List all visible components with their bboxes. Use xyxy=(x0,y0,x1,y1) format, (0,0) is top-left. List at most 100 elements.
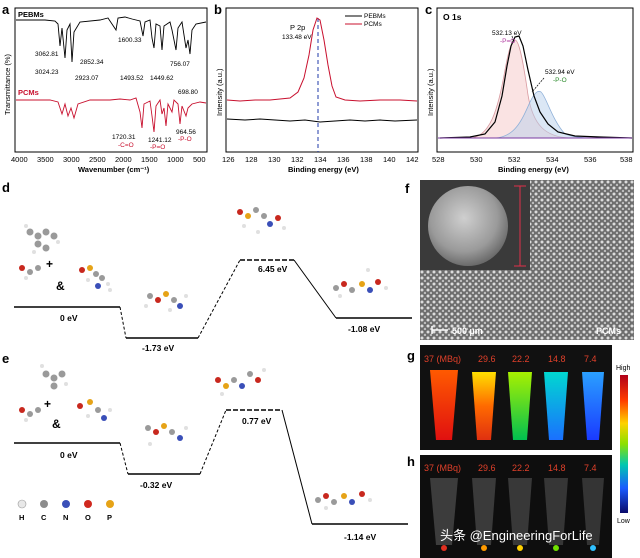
peak-3062: 3062.81 xyxy=(35,51,59,58)
activity-14-8: 14.8 xyxy=(548,354,566,364)
panel-b-ylabel: Intensity (a.u.) xyxy=(215,68,224,116)
xtick: 3000 xyxy=(63,155,80,164)
peak-1600: 1600.33 xyxy=(118,37,142,44)
panel-a-legend: PEBMs PCMs xyxy=(18,10,44,97)
panel-a: a Transmittance (%) PEBMs PCMs 3062.81 3… xyxy=(2,2,208,174)
sem-sphere xyxy=(428,186,508,266)
tube-29-6 xyxy=(472,372,496,440)
connector xyxy=(199,409,227,475)
panel-b-xlabel: Binding energy (eV) xyxy=(288,165,359,174)
group-po-double: -P=O xyxy=(150,144,165,151)
panel-c-ylabel: Intensity (a.u.) xyxy=(426,68,435,116)
pcms-ftir-trace xyxy=(16,97,207,133)
xtick: 500 xyxy=(193,155,206,164)
activity-37: 37 (MBq) xyxy=(424,463,461,473)
panel-g: g 37 (MBq) 29.6 22.2 14.8 7.4 High Low xyxy=(407,345,631,525)
activity-7-4: 7.4 xyxy=(584,354,597,364)
colorbar xyxy=(620,375,628,513)
pebms-xps-trace xyxy=(226,118,418,123)
panel-c-title: O 1s xyxy=(443,12,462,22)
connector xyxy=(197,259,241,339)
peak-964: 964.56 xyxy=(176,129,196,136)
panel-a-annotations: 3062.81 3024.23 2923.07 2852.34 1600.33 … xyxy=(35,37,198,151)
xtick: 138 xyxy=(360,155,373,164)
panel-b-label: b xyxy=(214,2,222,17)
panel-a-xlabel: Wavenumber (cm⁻¹) xyxy=(78,165,150,174)
panel-a-xaxis: 4000 3500 3000 2500 2000 1500 1000 500 W… xyxy=(11,155,206,174)
panel-d-label: d xyxy=(2,180,10,195)
tube-gray xyxy=(544,478,568,545)
group-co: -C=O xyxy=(118,142,134,149)
panel-c-xaxis: 528 530 532 534 536 538 Binding energy (… xyxy=(432,155,633,174)
panel-c-label: c xyxy=(425,2,432,17)
tube-gray xyxy=(430,478,458,545)
group-po-single: -P-O xyxy=(178,136,192,143)
plus-sign-d: + xyxy=(46,257,53,271)
intermediate-molecule-e1 xyxy=(145,423,188,446)
energy-2: -1.14 eV xyxy=(344,532,376,542)
xtick: 130 xyxy=(268,155,281,164)
energy-ts: 0.77 eV xyxy=(242,416,272,426)
p2p-value: 133.48 eV xyxy=(282,34,312,41)
xtick: 1500 xyxy=(141,155,158,164)
xtick: 3500 xyxy=(37,155,54,164)
reactant-molecules-e xyxy=(19,364,112,422)
atom-h-swatch xyxy=(17,499,27,509)
atom-p-label: P xyxy=(107,513,112,522)
panel-c-frame xyxy=(436,7,634,153)
atom-c-label: C xyxy=(41,513,47,522)
peak-2923: 2923.07 xyxy=(75,75,99,82)
xtick: 140 xyxy=(383,155,396,164)
xtick: 532 xyxy=(508,155,521,164)
energy-1: -0.32 eV xyxy=(140,480,172,490)
connector xyxy=(119,306,127,339)
panel-f-label: f xyxy=(405,181,410,196)
tube-14-8 xyxy=(544,372,568,440)
tube-7-4 xyxy=(582,372,604,440)
xtick: 128 xyxy=(245,155,258,164)
connector xyxy=(281,409,313,525)
and-sign-e: & xyxy=(52,417,61,431)
colorbar-low: Low xyxy=(617,518,631,525)
atom-o-swatch xyxy=(84,500,92,508)
product-molecule-d xyxy=(333,268,388,298)
energy-2: -1.08 eV xyxy=(348,324,380,334)
xtick: 536 xyxy=(584,155,597,164)
tube-37 xyxy=(430,370,458,440)
xtick: 1000 xyxy=(167,155,184,164)
connector xyxy=(119,442,129,475)
activity-14-8: 14.8 xyxy=(548,463,566,473)
panel-g-label: g xyxy=(407,348,415,363)
energy-1: -1.73 eV xyxy=(142,343,174,353)
peak-1449: 1449.62 xyxy=(150,75,174,82)
atom-p-swatch xyxy=(106,500,114,508)
panel-h: h 37 (MBq) 29.6 22.2 14.8 7.4 xyxy=(407,454,612,558)
peak-1720: 1720.31 xyxy=(112,134,136,141)
panel-e-label: e xyxy=(2,351,9,366)
tube-gray xyxy=(508,478,532,545)
legend-pcms: PCMs xyxy=(364,21,382,28)
activity-29-6: 29.6 xyxy=(478,463,496,473)
atom-c-swatch xyxy=(40,500,48,508)
activity-22-2: 22.2 xyxy=(512,354,530,364)
scale-bar-label: 500 µm xyxy=(452,326,483,336)
peak2-value: 532.94 eV xyxy=(545,69,575,76)
activity-7-4: 7.4 xyxy=(584,463,597,473)
panel-b-legend: PEBMs PCMs xyxy=(345,13,386,28)
xtick: 126 xyxy=(222,155,235,164)
activity-29-6: 29.6 xyxy=(478,354,496,364)
panel-a-ylabel: Transmittance (%) xyxy=(3,54,12,115)
xtick: 136 xyxy=(337,155,350,164)
peak2-group: -P-O xyxy=(553,77,567,84)
atom-h-label: H xyxy=(19,513,24,522)
peak-3024: 3024.23 xyxy=(35,69,59,76)
atom-legend: H C N O P xyxy=(17,499,114,522)
panel-a-frame xyxy=(14,7,208,153)
fit-p-single-o xyxy=(494,90,601,139)
tube-gray xyxy=(582,478,604,545)
panel-f: f 500 µm PCMs xyxy=(405,180,634,340)
xtick: 538 xyxy=(620,155,633,164)
activity-37: 37 (MBq) xyxy=(424,354,461,364)
p2p-label: P 2p xyxy=(290,23,305,32)
legend-pebms: PEBMs xyxy=(18,10,44,19)
